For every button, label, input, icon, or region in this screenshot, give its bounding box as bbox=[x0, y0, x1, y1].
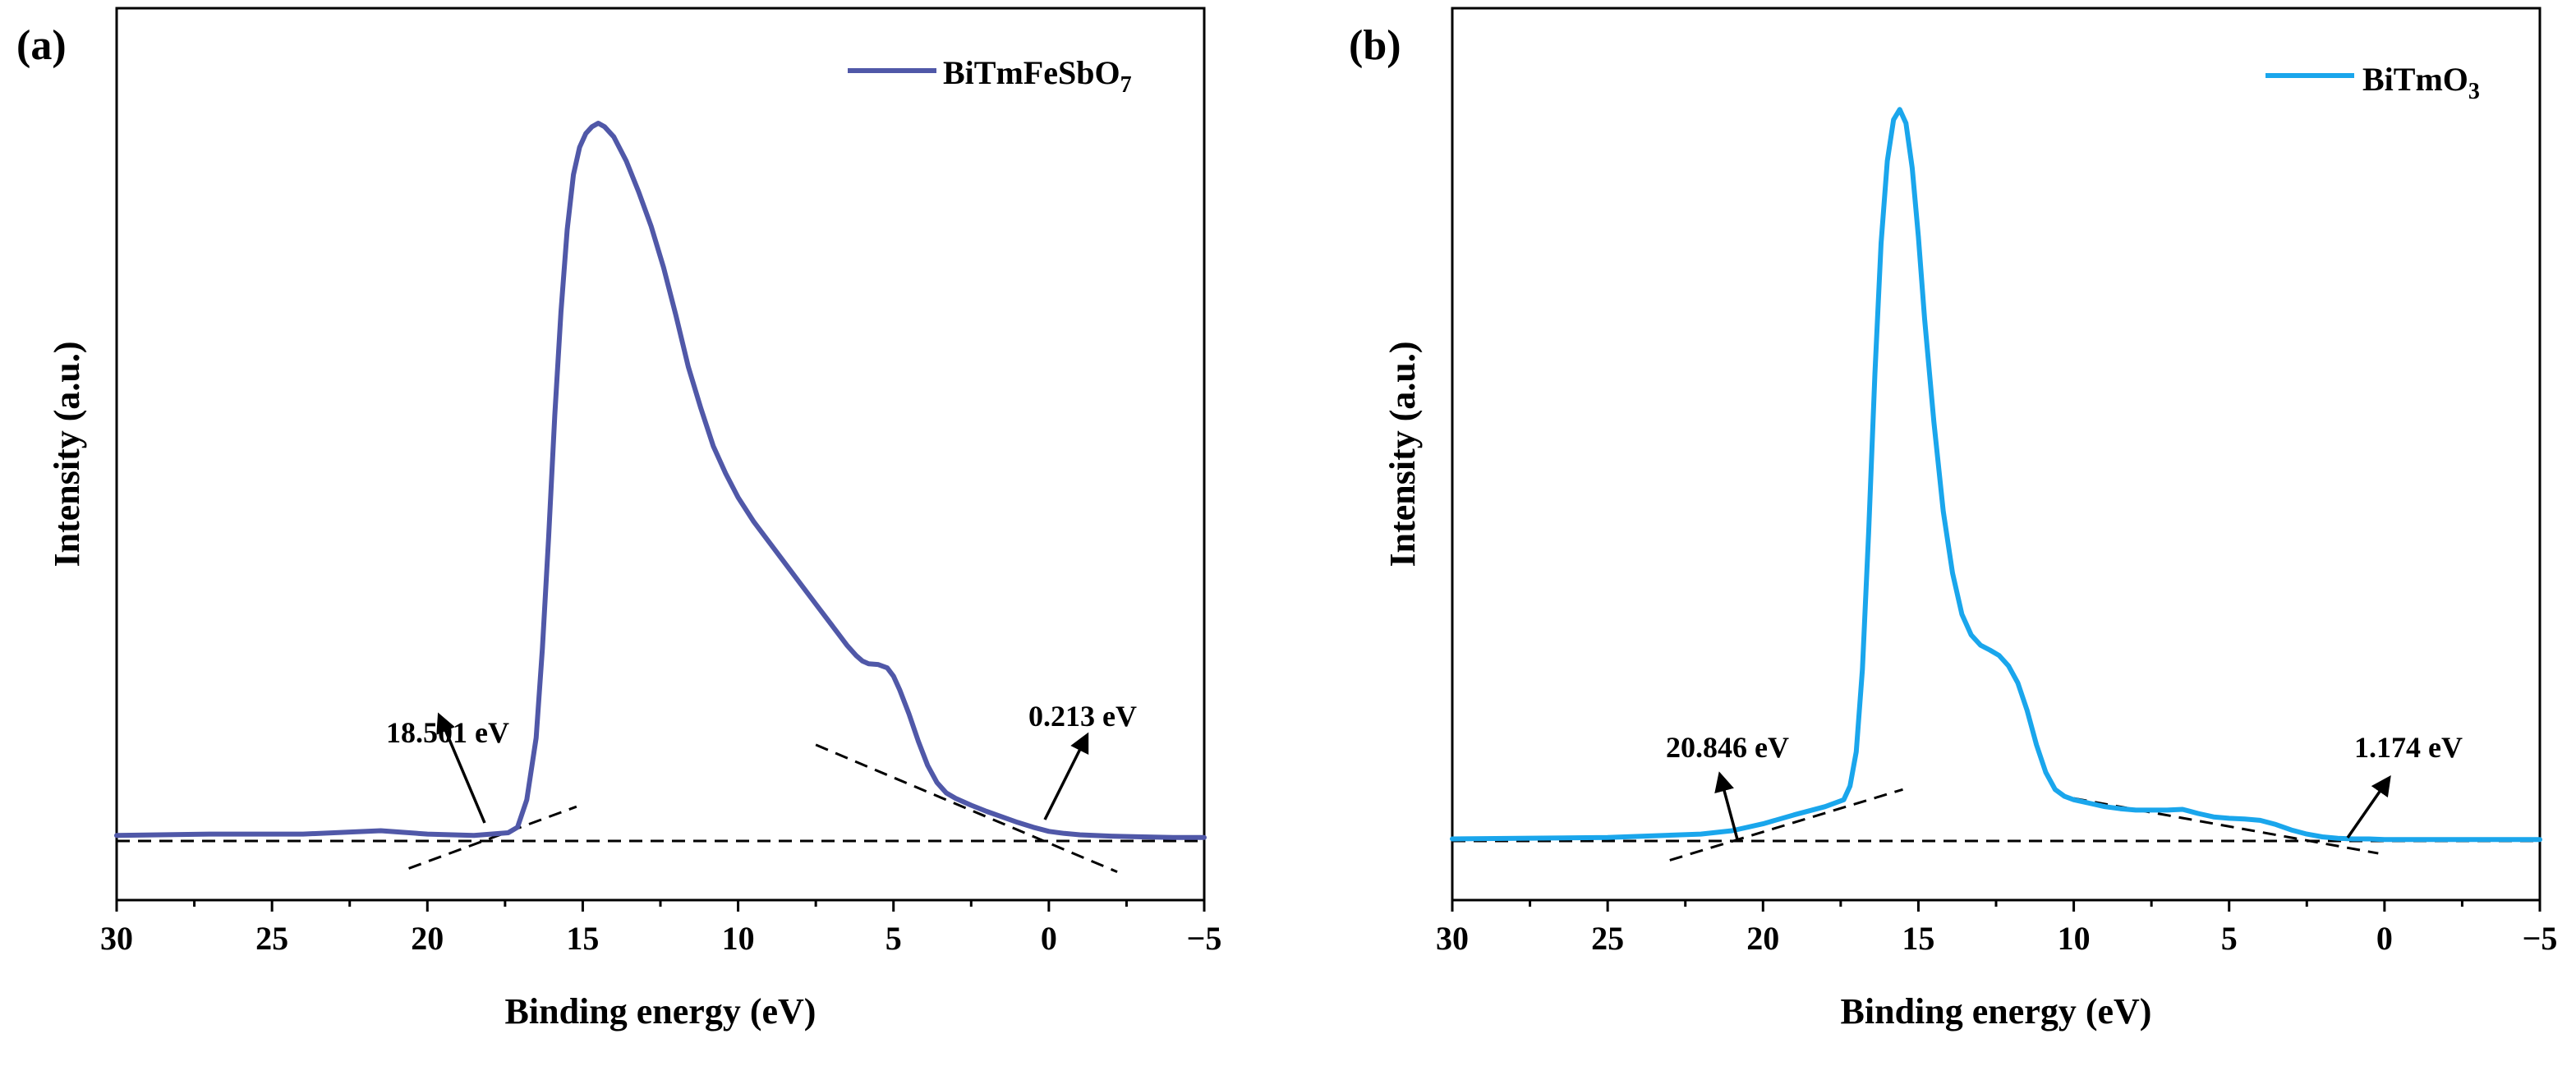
x-tick-label: −5 bbox=[2523, 920, 2558, 957]
annotation-arrow bbox=[1714, 771, 1739, 840]
series-line-BiTmO3 bbox=[1450, 107, 2542, 843]
chart-panel-a: 30 25 20 15 10 5 0 −5 Binding energy (eV) Intensi… bbox=[16, 7, 1222, 1032]
x-tick-label: 0 bbox=[1041, 920, 1057, 957]
legend-label: BiTmFeSbO7 bbox=[943, 54, 1132, 98]
annotation-arrow bbox=[436, 712, 486, 824]
y-axis-title: Intensity (a.u.) bbox=[1382, 341, 1423, 567]
annotation-label: 1.174 eV bbox=[2354, 731, 2463, 764]
annotation-arrow bbox=[2346, 774, 2391, 839]
x-tick-label: 20 bbox=[411, 920, 444, 957]
tangent-line-1 bbox=[408, 805, 577, 870]
panel-label: (a) bbox=[16, 22, 67, 69]
x-tick-label: −5 bbox=[1187, 920, 1222, 957]
legend-label-subscript: 3 bbox=[2468, 79, 2480, 104]
x-tick-label: 15 bbox=[1902, 920, 1934, 957]
plot-frame bbox=[1451, 7, 2542, 902]
x-tick-label: 10 bbox=[2058, 920, 2091, 957]
plot-frame bbox=[115, 7, 1206, 902]
y-axis-title: Intensity (a.u.) bbox=[47, 341, 87, 567]
chart-panel-b: 30 25 20 15 10 5 0 −5 Binding energy (eV) Intensi… bbox=[1349, 7, 2558, 1032]
x-tick-label: 5 bbox=[886, 920, 902, 957]
x-axis-title: Binding energy (eV) bbox=[505, 991, 816, 1032]
series-line-BiTmFeSbO7 bbox=[114, 121, 1207, 840]
x-tick-label: 25 bbox=[255, 920, 288, 957]
x-tick-label: 30 bbox=[1436, 920, 1469, 957]
x-tick-label: 25 bbox=[1591, 920, 1624, 957]
annotation-arrow bbox=[1043, 732, 1089, 820]
annotation-label: 20.846 eV bbox=[1666, 731, 1789, 764]
x-tick-label: 30 bbox=[100, 920, 133, 957]
annotation-label: 18.501 eV bbox=[386, 716, 509, 749]
tangent-line-2 bbox=[815, 743, 1118, 874]
x-tick-label: 10 bbox=[722, 920, 755, 957]
legend-label: BiTmO3 bbox=[2362, 61, 2480, 104]
legend-label-base: BiTmFeSbO bbox=[943, 54, 1120, 91]
x-tick-label: 5 bbox=[2221, 920, 2238, 957]
panel-label: (b) bbox=[1349, 22, 1401, 69]
x-tick-label: 0 bbox=[2376, 920, 2393, 957]
legend-label-subscript: 7 bbox=[1120, 72, 1132, 98]
tangent-line-1 bbox=[1669, 788, 1903, 862]
x-tick-label: 15 bbox=[566, 920, 599, 957]
x-tick-label: 20 bbox=[1746, 920, 1779, 957]
x-axis-title: Binding energy (eV) bbox=[1841, 991, 2152, 1032]
annotation-label: 0.213 eV bbox=[1028, 700, 1137, 733]
legend-label-base: BiTmO bbox=[2362, 61, 2468, 98]
